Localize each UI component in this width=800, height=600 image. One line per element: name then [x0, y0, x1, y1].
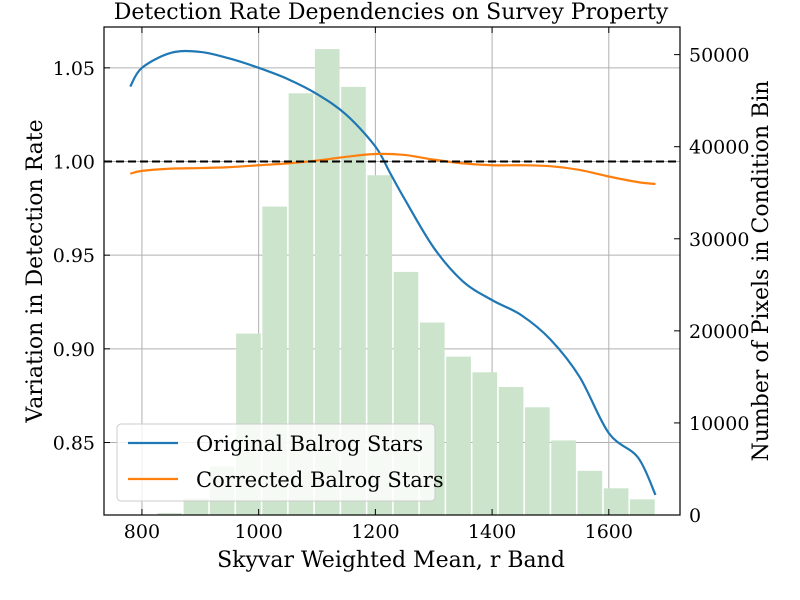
y-left-tick-label: 1.00 [53, 152, 95, 174]
series-line-corrected [129, 152, 656, 186]
histogram-bar [577, 470, 603, 515]
y-right-tick-label: 0 [689, 505, 701, 527]
y-axis-right-title: Number of Pixels in Condition Bin [749, 80, 774, 461]
y-right-tick-label: 50000 [689, 45, 749, 67]
histogram-bar [157, 513, 182, 515]
legend-label-corrected: Corrected Balrog Stars [196, 468, 444, 492]
x-axis-title: Skyvar Weighted Mean, r Band [217, 548, 565, 573]
x-tick-label: 800 [124, 521, 160, 543]
legend: Original Balrog Stars Corrected Balrog S… [116, 423, 444, 502]
series-line-original [129, 49, 657, 496]
chart-title: Detection Rate Dependencies on Survey Pr… [114, 0, 669, 25]
histogram-bar [551, 440, 576, 515]
y-right-tick-label: 10000 [689, 413, 749, 435]
histogram-bar [524, 407, 550, 515]
y-left-tick-label: 0.90 [53, 339, 95, 361]
histogram-bar [630, 499, 655, 515]
x-tick-label: 1400 [468, 521, 516, 543]
x-tick-label: 1000 [234, 521, 282, 543]
ticks: 800 1000 1200 1400 1600 0.85 0.90 0.95 1.00 1.05 0… [53, 27, 749, 543]
y-right-tick-label: 40000 [689, 137, 749, 159]
plot-frame [103, 26, 681, 516]
x-tick-label: 1600 [585, 521, 633, 543]
legend-label-original: Original Balrog Stars [196, 432, 423, 456]
y-right-tick-label: 30000 [689, 229, 749, 251]
histogram-bar [498, 387, 524, 515]
histogram-bar [472, 372, 498, 515]
y-left-tick-label: 1.05 [53, 58, 95, 80]
y-right-tick-label: 20000 [689, 321, 749, 343]
y-left-tick-label: 0.85 [53, 433, 95, 455]
y-axis-left-title: Variation in Detection Rate [23, 119, 48, 423]
histogram-bar [446, 356, 471, 515]
y-left-tick-label: 0.95 [53, 245, 95, 267]
legend-box [116, 423, 436, 502]
histogram-bar [603, 488, 629, 515]
series-lines [129, 49, 657, 496]
histogram-bar [183, 498, 209, 515]
x-tick-label: 1200 [351, 521, 399, 543]
